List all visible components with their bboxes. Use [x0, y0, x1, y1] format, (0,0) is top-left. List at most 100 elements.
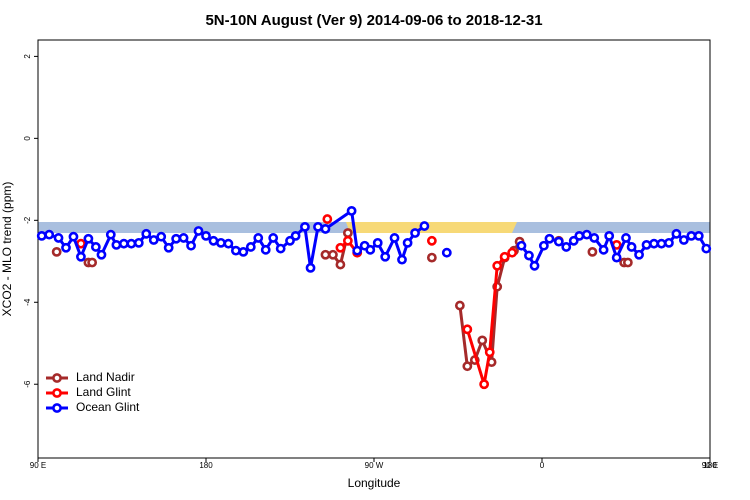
- data-point: [589, 233, 600, 243]
- x-tick-label: 90 E: [702, 461, 718, 470]
- data-point: [300, 221, 310, 232]
- data-point: [462, 324, 473, 335]
- data-point: [574, 230, 585, 241]
- data-point: [68, 231, 79, 242]
- series-line: [340, 241, 616, 384]
- data-point: [693, 230, 704, 241]
- legend-swatch: [52, 388, 62, 398]
- legend-label: Land Glint: [76, 385, 131, 399]
- chart-title: 5N-10N August (Ver 9) 2014-09-06 to 2018…: [205, 12, 542, 29]
- data-point: [201, 230, 211, 241]
- data-point: [148, 235, 159, 245]
- data-point: [454, 300, 465, 311]
- data-point: [163, 242, 174, 253]
- data-point: [141, 228, 152, 239]
- data-point: [516, 240, 527, 251]
- data-point: [313, 221, 323, 232]
- data-point: [193, 226, 204, 236]
- data-point: [83, 233, 94, 244]
- land-band: [346, 222, 517, 233]
- data-point: [649, 238, 659, 249]
- data-point: [230, 245, 241, 256]
- x-tick-label: 0: [540, 461, 545, 470]
- data-point: [507, 247, 518, 258]
- data-point: [133, 237, 144, 248]
- data-point: [524, 250, 534, 261]
- data-point: [53, 233, 64, 243]
- y-tick-label: 0: [23, 136, 32, 141]
- y-tick-label: 2: [23, 54, 32, 59]
- data-point: [328, 249, 338, 260]
- data-point: [426, 252, 437, 263]
- y-axis-label: XCO2 - MLO trend (ppm): [0, 182, 14, 317]
- y-tick-label: -4: [23, 298, 32, 306]
- data-point: [656, 238, 667, 249]
- data-point: [290, 230, 301, 241]
- data-point: [538, 240, 549, 251]
- data-point: [260, 244, 271, 255]
- data-point: [397, 254, 407, 265]
- data-point: [223, 238, 234, 249]
- data-point: [208, 235, 219, 246]
- data-point: [320, 249, 331, 260]
- data-point: [365, 244, 376, 255]
- data-point: [441, 247, 452, 258]
- data-point: [216, 237, 226, 248]
- data-point: [664, 237, 674, 248]
- data-point: [587, 246, 598, 257]
- legend-label: Land Nadir: [76, 370, 135, 384]
- data-point: [598, 244, 609, 255]
- data-point: [335, 259, 346, 270]
- data-point: [61, 242, 71, 253]
- data-point: [118, 238, 129, 249]
- data-point: [171, 233, 182, 244]
- data-point: [238, 246, 249, 257]
- map-strip: [38, 222, 710, 233]
- data-point: [105, 229, 116, 240]
- data-point: [372, 237, 383, 248]
- data-point: [51, 246, 62, 257]
- data-point: [621, 233, 631, 243]
- data-point: [686, 230, 697, 241]
- data-point: [553, 236, 564, 247]
- data-point: [561, 242, 572, 252]
- data-point: [285, 235, 295, 246]
- data-point: [529, 260, 540, 271]
- data-point: [402, 237, 413, 248]
- data-point: [126, 238, 137, 249]
- data-point: [671, 228, 682, 239]
- data-point: [156, 231, 167, 242]
- data-point: [568, 235, 579, 246]
- data-point: [275, 243, 286, 254]
- data-point: [479, 379, 490, 390]
- data-point: [410, 228, 420, 238]
- data-point: [604, 230, 615, 241]
- data-point: [634, 249, 644, 260]
- x-tick-label: 90 E: [30, 461, 46, 470]
- data-point: [342, 228, 353, 238]
- data-point: [335, 242, 346, 253]
- data-point: [380, 251, 391, 262]
- data-point: [253, 233, 264, 243]
- legend-label: Ocean Glint: [76, 400, 140, 414]
- x-tick-label: 180: [199, 461, 213, 470]
- data-point: [320, 224, 331, 234]
- data-point: [701, 243, 712, 254]
- data-point: [346, 205, 357, 216]
- data-point: [111, 240, 122, 250]
- data-point: [322, 214, 333, 224]
- data-point: [477, 335, 488, 346]
- data-point: [419, 221, 430, 231]
- data-point: [87, 257, 98, 268]
- data-point: [76, 251, 86, 262]
- data-point: [305, 262, 316, 273]
- x-tick-label: 180: [703, 461, 717, 470]
- data-point: [342, 235, 353, 246]
- data-point: [90, 242, 101, 252]
- data-point: [678, 235, 689, 245]
- data-point: [641, 240, 652, 250]
- data-point: [581, 229, 592, 240]
- data-point: [352, 245, 363, 256]
- data-point: [96, 249, 107, 260]
